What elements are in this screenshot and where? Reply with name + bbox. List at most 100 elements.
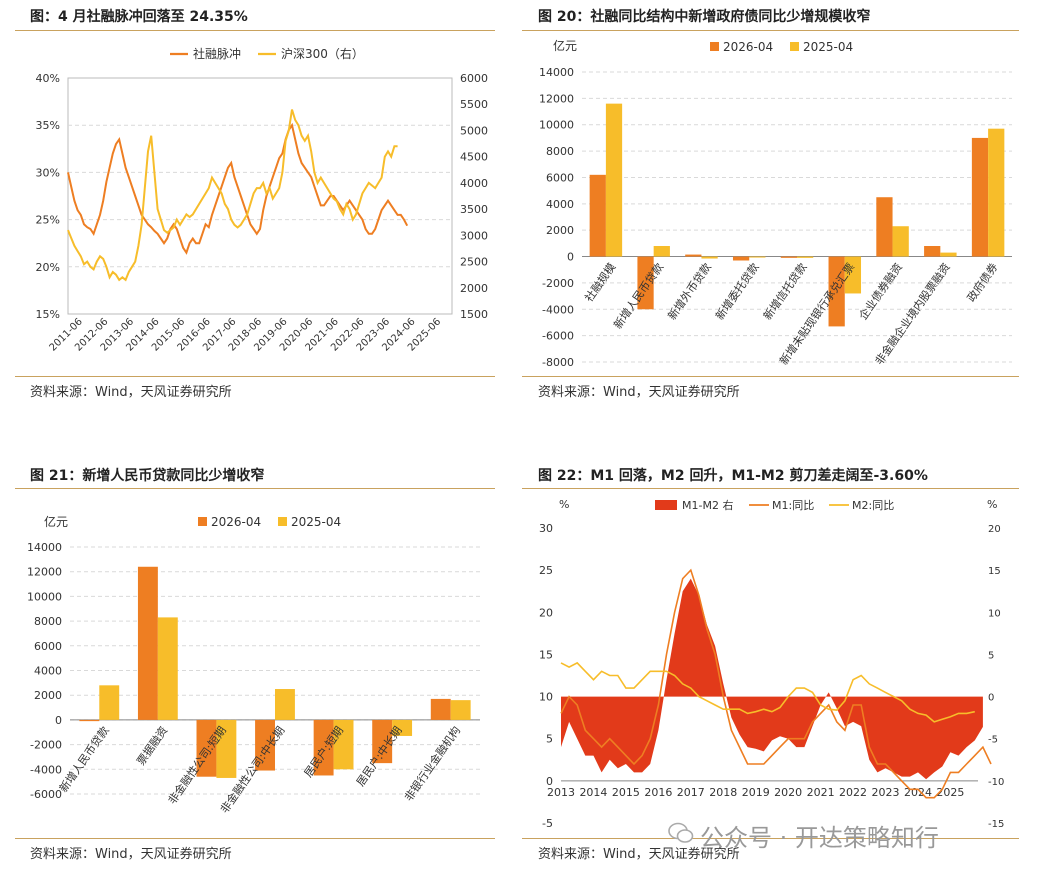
bar-2026-04 <box>313 719 334 776</box>
category-label: 新增人民币贷款 <box>56 724 112 795</box>
y-right-tick-label: 6000 <box>460 72 488 85</box>
unit-left-label: % <box>559 498 569 511</box>
chart-3-svg: 14000 12000 10000 8000 6000 4000 2000 0 -2000 -40… <box>27 514 480 816</box>
x-tick-label: 2020 <box>774 786 802 799</box>
y-left-tick-label: 0 <box>546 775 553 788</box>
panel-3-bottom-rule <box>15 838 495 839</box>
bar-2025-04 <box>797 256 814 258</box>
unit-label: 亿元 <box>44 514 68 529</box>
bar-2026-04 <box>79 719 100 722</box>
y-tick-label: 10000 <box>539 119 574 132</box>
y-right-tick-label: 2000 <box>460 282 488 295</box>
y-tick-label: -2000 <box>542 277 574 290</box>
bar-2025-04 <box>988 128 1005 257</box>
legend-swatch <box>710 42 719 51</box>
bar-2026-04 <box>637 256 654 310</box>
y-left-tick-label: 25% <box>36 214 60 227</box>
y-tick-label: 14000 <box>27 541 62 554</box>
y-right-tick-label: 2500 <box>460 256 488 269</box>
legend-label: M1-M2 右 <box>682 498 733 512</box>
y-right-tick-label: 4000 <box>460 177 488 190</box>
panel-1-source: 资料来源：Wind，天风证券研究所 <box>30 385 232 400</box>
y-tick-label: -4000 <box>542 303 574 316</box>
bar-2026-04 <box>372 719 393 764</box>
y-left-tick-label: 30% <box>36 166 60 179</box>
bar-2025-04 <box>940 252 957 257</box>
legend-label: 2025-04 <box>291 515 341 529</box>
y-tick-label: 6000 <box>34 640 62 653</box>
y-right-tick-label: 5 <box>988 650 994 661</box>
unit-right-label: % <box>987 498 997 511</box>
y-right-tick-label: 5500 <box>460 98 488 111</box>
x-tick-label: 2016 <box>644 786 672 799</box>
y-tick-label: 10000 <box>27 590 62 603</box>
panel-2-bottom-rule <box>522 376 1019 377</box>
panel-2-title: 图 20：社融同比结构中新增政府债同比少增规模收窄 <box>538 9 871 25</box>
x-tick-label: 2021 <box>807 786 835 799</box>
y-right-tick-label: 0 <box>988 693 994 704</box>
legend-swatch <box>198 517 207 526</box>
x-tick-label: 2025 <box>936 786 964 799</box>
plot-frame <box>67 77 453 315</box>
legend-swatch <box>655 500 677 510</box>
category-label: 新增外币贷款 <box>665 260 714 322</box>
y-tick-label: 14000 <box>539 66 574 79</box>
y-right-tick-label: 3500 <box>460 203 488 216</box>
y-tick-label: 2000 <box>34 689 62 702</box>
y-left-tick-label: 40% <box>36 72 60 85</box>
y-left-tick-label: 20 <box>539 606 553 619</box>
category-label: 政府债券 <box>964 260 1001 304</box>
y-tick-label: 12000 <box>539 92 574 105</box>
y-right-tick-label: 1500 <box>460 308 488 321</box>
panel-4-title: 图 22：M1 回落，M2 回升，M1-M2 剪刀差走阔至-3.60% <box>538 468 928 484</box>
x-tick-label: 2018 <box>709 786 737 799</box>
panel-3-source: 资料来源：Wind，天风证券研究所 <box>30 847 232 862</box>
y-left-tick-label: -5 <box>542 817 553 830</box>
legend-label: M2:同比 <box>852 499 894 512</box>
y-left-tick-label: 10 <box>539 691 553 704</box>
x-tick-label: 2013 <box>547 786 575 799</box>
x-tick-label: 2019 <box>742 786 770 799</box>
series-line-m1 <box>560 568 992 799</box>
y-tick-label: 6000 <box>546 171 574 184</box>
panel-4-top-rule <box>522 488 1019 489</box>
y-right-tick-label: -5 <box>988 735 998 746</box>
series-line-social-financing-pulse <box>67 122 409 255</box>
y-right-tick-label: 3000 <box>460 229 488 242</box>
bar-2026-04 <box>828 256 845 327</box>
bar-2025-04 <box>749 256 766 258</box>
y-tick-label: 8000 <box>34 615 62 628</box>
panel-3-top-rule <box>15 488 495 489</box>
category-label: 新增信托贷款 <box>760 260 809 322</box>
panel-4-bottom-rule <box>522 838 1019 839</box>
bar-2025-04 <box>216 719 237 778</box>
legend-label: 2026-04 <box>211 515 261 529</box>
series-line-csi300 <box>67 109 398 282</box>
y-tick-label: 2000 <box>546 224 574 237</box>
panel-1-bottom-rule <box>15 376 495 377</box>
bar-2025-04 <box>333 719 354 770</box>
legend-label: 2026-04 <box>723 40 773 54</box>
y-tick-label: 0 <box>567 251 574 264</box>
legend-swatch <box>790 42 799 51</box>
panel-2-top-rule <box>522 30 1019 31</box>
chart-1-svg: 40% 35% 30% 25% 20% 15% 6000 5500 5000 4500 4000 35… <box>36 46 488 354</box>
y-right-tick-label: 5000 <box>460 124 488 137</box>
bar-2025-04 <box>653 246 670 257</box>
bar-2025-04 <box>275 689 295 720</box>
panel-2-source: 资料来源：Wind，天风证券研究所 <box>538 385 740 400</box>
y-right-tick-label: -10 <box>988 777 1004 788</box>
y-tick-label: 4000 <box>34 665 62 678</box>
panel-4-source: 资料来源：Wind，天风证券研究所 <box>538 847 740 862</box>
y-right-tick-label: 20 <box>988 524 1001 535</box>
y-right-tick-label: 10 <box>988 608 1001 619</box>
legend-label: 2025-04 <box>803 40 853 54</box>
series-line-m2 <box>560 661 975 723</box>
y-tick-label: -2000 <box>30 739 62 752</box>
bar-2026-04 <box>255 719 275 771</box>
panel-1-top-rule <box>15 30 495 31</box>
bar-2026-04 <box>430 698 451 720</box>
y-left-tick-label: 15 <box>539 648 553 661</box>
x-tick-label: 2017 <box>677 786 705 799</box>
bar-2026-04 <box>780 256 797 258</box>
